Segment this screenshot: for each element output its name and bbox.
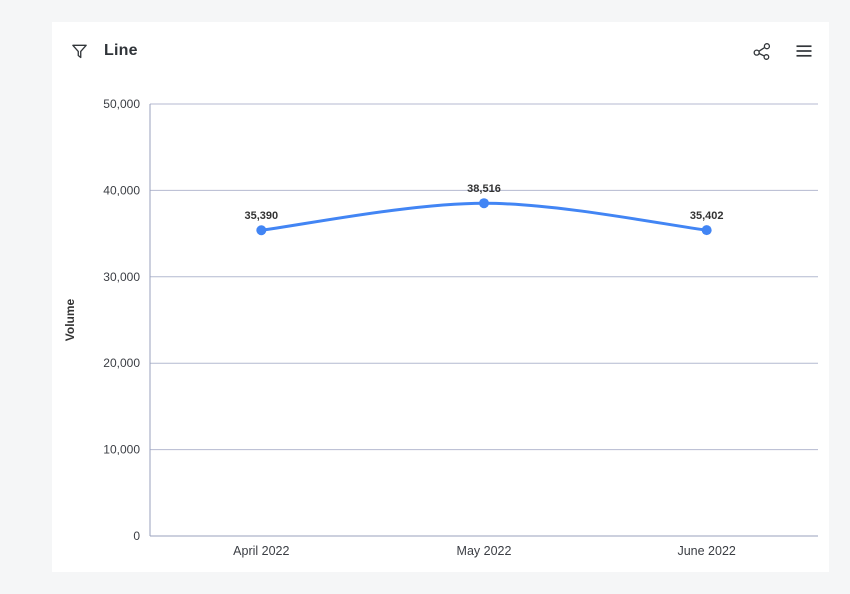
line-chart[interactable]: 0 10,000 20,000 30,000 40,000 50,000 April 202… — [52, 80, 829, 572]
chart-title: Line — [104, 42, 138, 59]
x-category-label: June 2022 — [677, 544, 735, 558]
y-tick-label: 40,000 — [103, 183, 140, 197]
chart-card: Line — [52, 22, 829, 572]
overflow-menu-button[interactable] — [793, 40, 815, 62]
chart-toolbar: Line — [52, 22, 829, 80]
data-point-label: 35,402 — [690, 210, 724, 222]
toolbar-actions — [751, 40, 815, 62]
x-category-label: May 2022 — [457, 544, 512, 558]
share-button[interactable] — [751, 40, 773, 62]
menu-icon — [796, 45, 812, 57]
filter-button[interactable] — [68, 40, 90, 62]
data-point[interactable] — [256, 225, 267, 236]
data-point[interactable] — [479, 198, 489, 209]
x-category-label: April 2022 — [233, 544, 289, 558]
y-tick-label: 0 — [133, 529, 140, 543]
data-point[interactable] — [701, 225, 712, 236]
data-point-label: 35,390 — [245, 210, 279, 222]
y-tick-label: 20,000 — [103, 356, 140, 370]
y-tick-label: 30,000 — [103, 270, 140, 284]
y-axis-title: Volume — [63, 298, 77, 341]
data-point-label: 38,516 — [467, 183, 501, 195]
filter-icon — [71, 44, 87, 58]
y-tick-label: 10,000 — [103, 443, 140, 457]
share-icon — [753, 43, 771, 60]
y-tick-label: 50,000 — [103, 97, 140, 111]
